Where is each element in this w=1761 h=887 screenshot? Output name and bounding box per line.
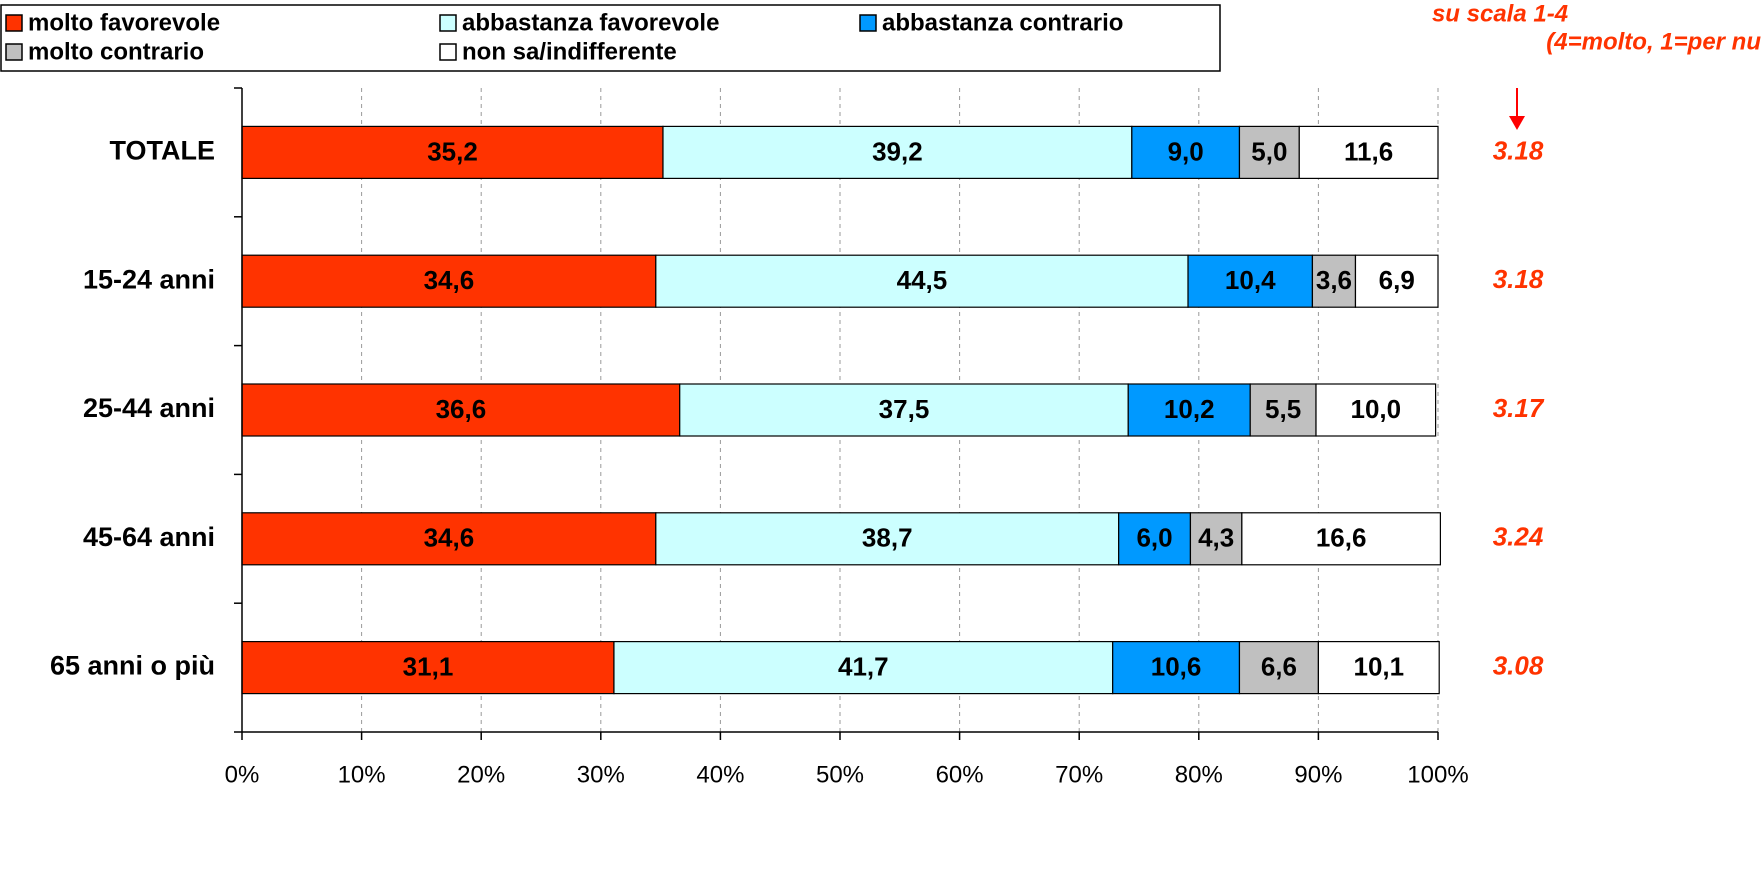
value-label: 11,6 (1344, 136, 1393, 166)
x-tick-label: 0% (225, 761, 260, 788)
value-label: 10,2 (1164, 394, 1215, 424)
legend-label: non sa/indifferente (462, 38, 677, 65)
x-tick-label: 50% (816, 761, 864, 788)
bar-segment (679, 383, 1129, 437)
category-label: 45-64 anni (83, 522, 215, 552)
bar-segment (1189, 512, 1243, 566)
legend-label: molto contrario (28, 38, 204, 65)
value-label: 16,6 (1316, 523, 1367, 553)
x-tick-label: 40% (696, 761, 744, 788)
x-tick-label: 60% (936, 761, 984, 788)
category-label: 25-44 anni (83, 393, 215, 423)
legend-swatch (5, 14, 23, 32)
x-tick-label: 80% (1175, 761, 1223, 788)
bar-segment (1241, 512, 1441, 566)
annotation-arrow-head (1509, 116, 1525, 130)
bar-segment (1315, 383, 1437, 437)
bar-segment (1238, 640, 1319, 695)
bar-segment (241, 383, 681, 437)
bar-segment (1317, 640, 1440, 695)
x-tick-label: 100% (1407, 761, 1468, 788)
bar-segment (1118, 512, 1192, 566)
value-label: 34,6 (424, 523, 475, 553)
category-label: TOTALE (110, 136, 216, 166)
legend-label: abbastanza contrario (882, 9, 1123, 36)
score-label: 3.17 (1493, 393, 1545, 423)
bar-segment (655, 254, 1189, 308)
bar-segment (241, 640, 615, 695)
value-label: 10,6 (1151, 651, 1202, 681)
score-label: 3.08 (1493, 650, 1544, 680)
value-label: 10,4 (1225, 265, 1276, 295)
annotation: (4=molto, 1=per nu (1546, 28, 1761, 55)
value-label: 10,0 (1351, 394, 1402, 424)
score-label: 3.18 (1493, 135, 1544, 165)
value-label: 44,5 (897, 265, 948, 295)
value-label: 5,0 (1251, 136, 1287, 166)
bar-segment (1298, 125, 1439, 180)
value-label: 31,1 (403, 651, 454, 681)
x-tick-label: 70% (1055, 761, 1103, 788)
x-tick-label: 90% (1294, 761, 1342, 788)
legend-label: abbastanza favorevole (462, 9, 719, 36)
value-label: 37,5 (879, 394, 930, 424)
bar-segment (1112, 640, 1241, 695)
x-tick-label: 10% (338, 761, 386, 788)
value-label: 36,6 (436, 394, 487, 424)
legend-swatch (5, 43, 23, 61)
bar-segment (241, 254, 657, 308)
value-label: 41,7 (838, 651, 889, 681)
legend-swatch (439, 14, 457, 32)
bar-segment (1354, 254, 1439, 308)
legend-label: molto favorevole (28, 9, 220, 36)
legend-swatch (439, 43, 457, 61)
x-tick-label: 30% (577, 761, 625, 788)
score-label: 3.24 (1493, 522, 1544, 552)
x-tick-label: 20% (457, 761, 505, 788)
legend-box (0, 4, 1221, 72)
value-label: 5,5 (1265, 394, 1301, 424)
category-label: 15-24 anni (83, 264, 215, 294)
bar-segment (613, 640, 1114, 695)
score-label: 3.18 (1493, 264, 1544, 294)
value-label: 10,1 (1353, 651, 1404, 681)
value-label: 6,9 (1379, 265, 1415, 295)
value-label: 38,7 (862, 523, 913, 553)
legend-swatch (859, 14, 877, 32)
bar-segment (1249, 383, 1317, 437)
value-label: 3,6 (1316, 265, 1352, 295)
category-label: 65 anni o più (50, 651, 215, 681)
bar-segment (1238, 125, 1300, 180)
value-label: 6,0 (1136, 523, 1172, 553)
value-label: 6,6 (1261, 651, 1297, 681)
bar-segment (655, 512, 1120, 566)
value-label: 9,0 (1168, 136, 1204, 166)
annotation: su scala 1-4 (1432, 0, 1568, 27)
value-label: 35,2 (427, 136, 478, 166)
bar-segment (662, 125, 1133, 180)
bar-segment (241, 125, 664, 180)
value-label: 34,6 (424, 265, 475, 295)
value-label: 4,3 (1198, 523, 1234, 553)
bar-segment (1311, 254, 1357, 308)
bar-segment (1131, 125, 1241, 180)
value-label: 39,2 (872, 136, 923, 166)
bar-segment (1127, 383, 1251, 437)
